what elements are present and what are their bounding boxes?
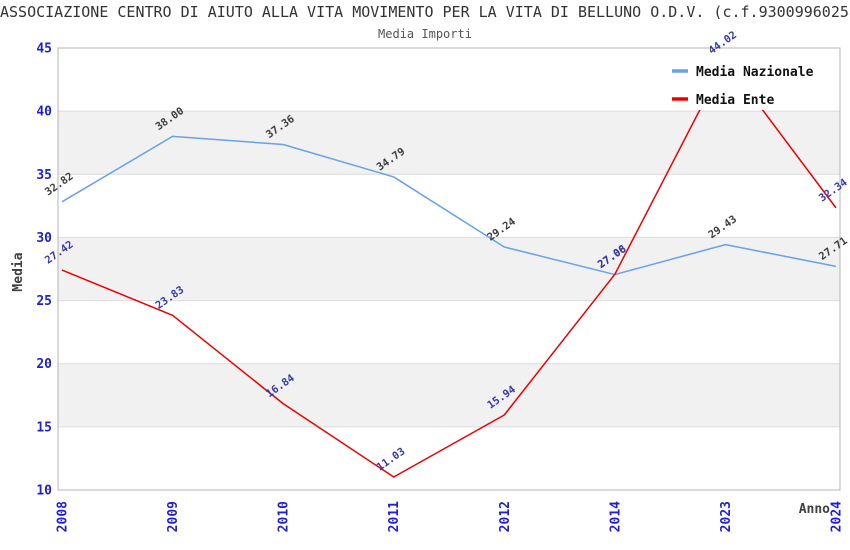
y-tick-label: 35 [36, 168, 52, 183]
plot-bands [58, 111, 840, 427]
legend-label: Media Ente [696, 93, 774, 108]
series-line-media-nazionale [61, 135, 837, 276]
x-tick-label: 2023 [719, 501, 734, 532]
y-axis-ticks: 10 15 20 25 30 35 40 45 [36, 42, 52, 499]
y-axis-title: Media [11, 252, 26, 291]
data-label: 32.34 [817, 176, 850, 204]
plot-band [58, 237, 840, 301]
x-tick-label: 2009 [166, 501, 181, 532]
chart-subtitle: Media Importi [378, 27, 472, 41]
y-tick-label: 10 [36, 484, 52, 499]
data-label: 44.02 [706, 29, 739, 57]
data-label: 11.03 [375, 446, 408, 474]
gridlines [58, 110, 840, 428]
y-tick-label: 15 [36, 420, 52, 435]
x-tick-label: 2011 [387, 501, 402, 532]
x-tick-label: 2024 [830, 501, 845, 532]
chart-title: ASSOCIAZIONE CENTRO DI AIUTO ALLA VITA M… [0, 3, 850, 21]
y-tick-label: 20 [36, 357, 52, 372]
y-tick-label: 45 [36, 42, 52, 57]
legend-label: Media Nazionale [696, 65, 814, 80]
plot-band [58, 111, 840, 175]
plot-band [58, 363, 840, 427]
x-tick-label: 2014 [608, 501, 623, 532]
legend-background [666, 56, 818, 110]
y-tick-label: 25 [36, 294, 52, 309]
plot-border [57, 47, 841, 491]
x-tick-label: 2010 [277, 501, 292, 532]
x-axis-ticks: 2008 2009 2010 2011 2012 2014 2023 2024 [56, 501, 845, 532]
legend: Media Nazionale Media Ente [666, 56, 818, 110]
x-axis-title: Anno [799, 502, 830, 517]
x-tick-label: 2012 [498, 501, 513, 532]
x-tick-label: 2008 [56, 501, 71, 532]
y-tick-label: 40 [36, 105, 52, 120]
y-tick-label: 30 [36, 231, 52, 246]
